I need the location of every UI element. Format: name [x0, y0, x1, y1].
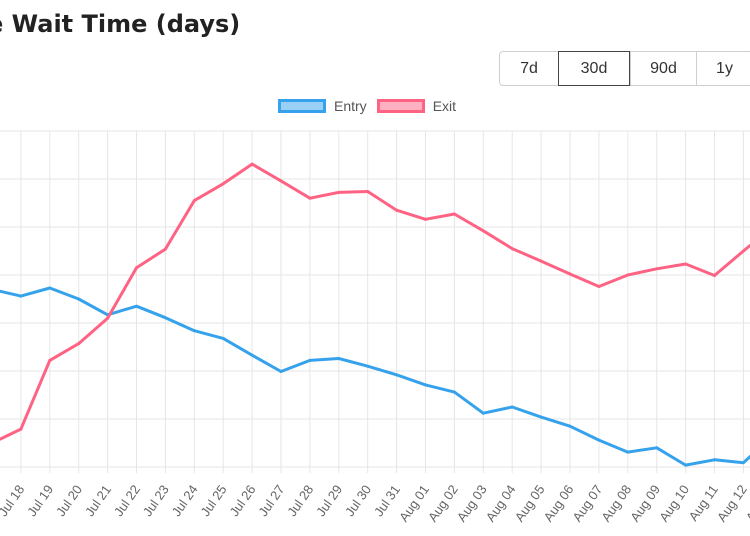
x-tick-label: Jul 19	[24, 482, 56, 519]
data-point-exit	[626, 273, 630, 277]
data-point-exit	[539, 259, 543, 263]
data-point-entry	[424, 383, 427, 387]
data-point-exit	[48, 358, 52, 362]
series-line-entry	[0, 286, 750, 467]
x-tick-label: Jul 26	[226, 482, 258, 519]
x-tick-label: Jul 24	[169, 482, 201, 519]
x-tick-label: Jul 27	[255, 482, 287, 519]
data-point-exit	[308, 196, 312, 200]
data-point-exit	[19, 427, 23, 431]
page-title: e Wait Time (days)	[0, 10, 241, 38]
legend-label-entry: Entry	[334, 98, 367, 114]
data-point-entry	[626, 450, 630, 454]
data-point-exit	[106, 316, 110, 320]
data-point-exit	[741, 249, 745, 253]
x-tick-label: Jul 22	[111, 482, 143, 519]
x-tick-label: Jul 21	[82, 482, 114, 519]
data-point-exit	[424, 217, 427, 221]
range-90d-button[interactable]: 90d	[630, 52, 696, 85]
chart-legend: Entry Exit	[278, 98, 466, 114]
data-point-entry	[250, 353, 254, 357]
data-point-exit	[163, 247, 167, 251]
data-point-entry	[568, 424, 572, 428]
x-tick-label: Jul 29	[313, 482, 345, 519]
data-point-entry	[684, 463, 688, 467]
data-point-entry	[713, 458, 716, 462]
data-point-exit	[395, 208, 399, 212]
legend-label-exit: Exit	[432, 98, 457, 114]
x-tick-label: Aug 10	[656, 482, 692, 524]
data-point-exit	[221, 182, 225, 186]
data-point-entry	[337, 357, 341, 361]
data-point-exit	[568, 272, 572, 276]
data-point-entry	[510, 405, 514, 409]
range-30d-button[interactable]: 30d	[558, 51, 630, 86]
data-point-entry	[279, 369, 283, 373]
x-tick-label: Jul 18	[0, 482, 27, 519]
x-tick-label: Jul 20	[53, 482, 85, 519]
data-point-exit	[510, 247, 514, 251]
data-point-entry	[655, 446, 659, 450]
data-point-entry	[597, 438, 601, 442]
data-point-exit	[366, 189, 370, 193]
data-point-exit	[481, 229, 485, 233]
data-point-entry	[539, 415, 543, 419]
x-tick-label: Jul 30	[342, 482, 374, 519]
data-point-entry	[452, 390, 456, 394]
data-point-exit	[655, 267, 659, 271]
legend-swatch-exit	[376, 99, 425, 113]
data-point-entry	[163, 316, 167, 320]
data-point-exit	[452, 212, 456, 216]
data-point-entry	[481, 411, 485, 415]
data-point-entry	[395, 373, 399, 377]
series-line-exit	[0, 162, 750, 441]
x-tick-label: Jul 28	[284, 482, 316, 519]
data-point-entry	[366, 364, 370, 368]
data-point-entry	[135, 304, 138, 308]
data-point-entry	[192, 329, 196, 333]
data-point-exit	[279, 179, 283, 183]
data-point-exit	[192, 199, 196, 203]
data-point-exit	[684, 262, 688, 266]
data-point-entry	[19, 294, 23, 298]
data-point-exit	[597, 285, 601, 289]
range-1y-button[interactable]: 1y	[696, 52, 750, 85]
data-point-exit	[337, 190, 341, 194]
range-7d-button[interactable]: 7d	[520, 59, 538, 77]
legend-item-exit[interactable]: Exit	[376, 98, 457, 114]
time-range-selector: 7d 30d 90d 1y	[499, 51, 750, 86]
data-point-exit	[713, 273, 716, 277]
data-point-entry	[741, 461, 745, 465]
data-point-entry	[48, 286, 52, 290]
legend-item-entry[interactable]: Entry	[278, 98, 367, 114]
data-point-entry	[308, 358, 312, 362]
x-tick-label: Jul 25	[197, 482, 229, 519]
legend-swatch-entry	[278, 99, 326, 113]
data-point-entry	[221, 336, 225, 340]
data-point-exit	[135, 266, 138, 270]
x-tick-label: Jul 23	[140, 482, 172, 519]
data-point-exit	[250, 162, 254, 166]
data-point-exit	[77, 342, 81, 346]
data-point-entry	[77, 297, 81, 301]
